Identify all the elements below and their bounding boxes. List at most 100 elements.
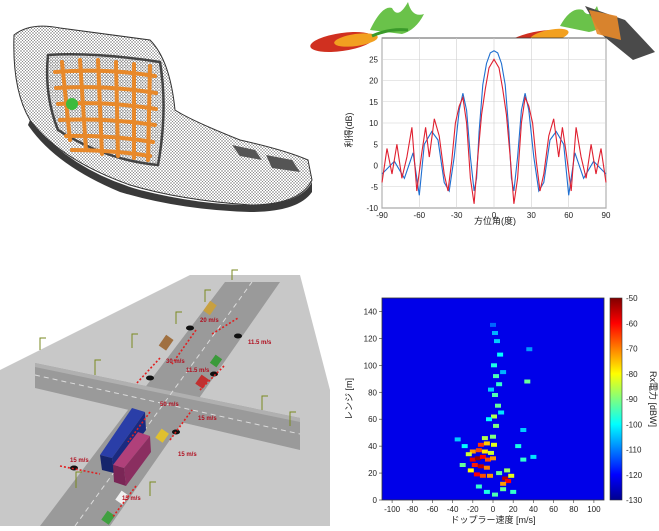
colorbar-tick: -90 xyxy=(626,395,638,404)
radiation-pattern-left xyxy=(310,2,424,52)
heatmap-cell xyxy=(469,457,476,462)
heatmap-cell xyxy=(490,456,496,461)
heatmap-cell xyxy=(491,442,497,447)
heatmap-y-tick: 140 xyxy=(364,307,378,316)
heatmap-cell xyxy=(477,464,484,469)
heatmap-cell xyxy=(486,417,492,422)
heatmap-y-tick: 60 xyxy=(368,415,377,424)
heatmap-cells xyxy=(454,322,537,497)
bumper-underside xyxy=(28,120,312,212)
heatmap-cell xyxy=(508,473,515,478)
heatmap-cell xyxy=(505,479,512,484)
antenna-pattern-chart: -90 -60 -30 0 30 60 90 -10 -5 0 5 10 15 20 25 利得(dB) 方… xyxy=(310,2,655,226)
heatmap-cell xyxy=(479,454,486,459)
speed-labels: 20 m/s30 m/s11.5 m/s11.5 m/s50 m/s15 m/s… xyxy=(70,318,272,502)
pattern-series-blue xyxy=(381,50,607,196)
pattern-y-tick: -5 xyxy=(371,183,379,192)
speed-label: 30 m/s xyxy=(166,359,185,365)
pattern-series-red xyxy=(381,58,607,204)
heatmap-x-tick: 80 xyxy=(569,505,578,514)
heatmap-cell xyxy=(483,441,490,446)
antenna-pattern-panel: -90 -60 -30 0 30 60 90 -10 -5 0 5 10 15 20 25 利得(dB) 方… xyxy=(300,0,659,255)
heatmap-cell xyxy=(496,471,503,476)
pattern-y-tick: 15 xyxy=(369,98,378,107)
heatmap-cell xyxy=(502,476,509,481)
heatmap-cell xyxy=(493,423,499,428)
heatmap-cell xyxy=(481,449,488,454)
heatmap-cell xyxy=(492,492,498,497)
speed-label: 11.5 m/s xyxy=(186,368,210,374)
heatmap-cell xyxy=(485,457,491,462)
heatmap-x-tick: -80 xyxy=(406,505,418,514)
colorbar-tick: -130 xyxy=(626,496,643,505)
heatmap-cell xyxy=(467,468,474,473)
heatmap-cell xyxy=(488,387,494,392)
cars xyxy=(101,300,223,525)
heatmap-y-label: レンジ [m] xyxy=(344,378,354,420)
heatmap-cell xyxy=(461,444,468,449)
pattern-x-label: 方位角(度) xyxy=(474,215,516,226)
heatmap-cell xyxy=(520,457,527,462)
green-emitter xyxy=(66,98,78,110)
heatmap-y-tick: 100 xyxy=(364,361,378,370)
heatmap-cell xyxy=(488,450,494,455)
manholes xyxy=(70,325,242,471)
traffic-scene-panel: 20 m/s 30 m/s 11.5 m/s 11.5 m/s 50 m/s 15 m/s… xyxy=(0,260,330,527)
heatmap-cell xyxy=(477,442,484,447)
heatmap-cell xyxy=(530,454,537,459)
heatmap-background xyxy=(382,298,604,500)
heatmap-cell xyxy=(469,449,476,454)
speed-label: 15 m/s xyxy=(70,458,89,464)
heatmap-x-label: ドップラー速度 [m/s] xyxy=(451,514,536,525)
heatmap-cell xyxy=(491,414,497,419)
speed-label: 15 m/s xyxy=(122,496,141,502)
heatmap-cell xyxy=(490,434,496,439)
heatmap-cell xyxy=(495,403,501,408)
truck-magenta xyxy=(113,432,151,486)
heatmap-cell xyxy=(479,473,486,478)
heatmap-cell xyxy=(471,463,478,467)
pattern-x-tick: -90 xyxy=(376,211,388,220)
heatmap-y-tick: 120 xyxy=(364,334,378,343)
colorbar-tick: -80 xyxy=(626,370,638,379)
road-horizontal xyxy=(35,363,300,450)
heatmap-cell xyxy=(520,428,527,432)
pattern-x-tick: -30 xyxy=(451,211,463,220)
heatmap-cell xyxy=(483,489,490,494)
heatmap-cell xyxy=(483,465,490,470)
heatmap-x-tick: -100 xyxy=(384,505,401,514)
pattern-y-tick: 5 xyxy=(374,140,379,149)
colorbar-label: Rx電力 [dBW] xyxy=(648,371,659,427)
pattern-y-label: 利得(dB) xyxy=(343,112,354,147)
colorbar-tick: -100 xyxy=(626,420,643,429)
pattern-y-tick: 20 xyxy=(369,77,378,86)
heatmap-cell xyxy=(500,481,507,486)
heatmap-x-tick: 0 xyxy=(491,505,496,514)
heatmap-cell xyxy=(492,393,498,397)
colorbar-ticks: -50 -60 -70 -80 -90 -100 -110 -120 -130 xyxy=(626,294,643,505)
heatmap-cell xyxy=(515,444,522,449)
heatmap-y-tick: 40 xyxy=(368,442,377,451)
heatmap-cell xyxy=(494,339,500,344)
heatmap-cell xyxy=(510,489,517,494)
range-doppler-chart: -100 -80 -60 -40 -20 0 20 40 60 80 100 0 20 40 60 80 100… xyxy=(344,294,659,525)
heatmap-cell xyxy=(491,363,497,368)
heatmap-x-tick: -60 xyxy=(427,505,439,514)
heatmap-cell xyxy=(493,374,499,379)
heatmap-x-tick: 60 xyxy=(549,505,558,514)
colorbar-tick: -60 xyxy=(626,319,638,328)
heatmap-cell xyxy=(526,347,533,352)
heatmap-cell xyxy=(500,487,507,492)
heatmap-cell xyxy=(524,379,531,384)
heatmap-cell xyxy=(473,472,480,477)
heatmap-cell xyxy=(496,382,503,387)
colorbar-tick: -110 xyxy=(626,446,642,455)
heatmap-x-tick: 20 xyxy=(509,505,518,514)
heatmap-cell xyxy=(475,484,482,489)
heatmap-cell xyxy=(465,452,472,457)
heatmap-cell xyxy=(498,410,505,415)
antenna-grid xyxy=(53,58,158,162)
heatmap-cell xyxy=(454,437,461,442)
velocity-arrows xyxy=(59,317,239,519)
pattern-y-tick: -10 xyxy=(366,204,378,213)
